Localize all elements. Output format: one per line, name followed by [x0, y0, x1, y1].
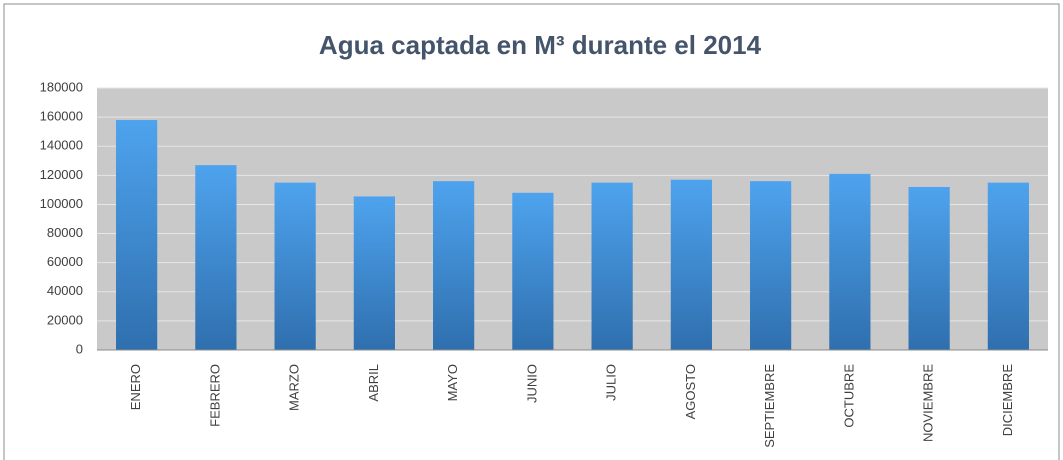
y-tick-label: 80000: [47, 225, 83, 240]
y-tick-label: 20000: [47, 312, 83, 327]
y-tick-label: 60000: [47, 254, 83, 269]
x-tick-label: AGOSTO: [683, 364, 698, 419]
bar: [353, 196, 395, 350]
bar: [195, 165, 237, 350]
bar: [433, 181, 475, 350]
bar: [512, 192, 554, 350]
bar: [591, 182, 633, 350]
bar: [908, 186, 950, 350]
x-tick-label: OCTUBRE: [841, 364, 856, 428]
x-tick-label: NOVIEMBRE: [921, 364, 936, 442]
x-tick-label: FEBRERO: [207, 364, 222, 427]
bar: [116, 120, 158, 351]
bar: [829, 173, 871, 350]
y-tick-label: 0: [76, 341, 83, 356]
bar: [987, 182, 1029, 350]
bar: [274, 182, 316, 350]
x-tick-label: ENERO: [128, 364, 143, 410]
y-tick-label: 180000: [40, 79, 83, 94]
x-tick-label: SEPTIEMBRE: [762, 364, 777, 448]
bar: [750, 181, 792, 350]
x-tick-label: ABRIL: [366, 364, 381, 402]
chart-title: Agua captada en M³ durante el 2014: [319, 30, 762, 60]
bar: [670, 179, 712, 350]
y-tick-label: 160000: [40, 109, 83, 124]
y-tick-label: 40000: [47, 283, 83, 298]
x-tick-label: DICIEMBRE: [1000, 364, 1015, 437]
y-tick-label: 140000: [40, 138, 83, 153]
y-tick-label: 120000: [40, 167, 83, 182]
plot-area: [97, 88, 1048, 350]
y-tick-label: 100000: [40, 196, 83, 211]
x-tick-label: JULIO: [604, 364, 619, 401]
x-tick-label: MAYO: [445, 364, 460, 401]
x-tick-label: MARZO: [287, 364, 302, 411]
x-tick-label: JUNIO: [524, 364, 539, 403]
